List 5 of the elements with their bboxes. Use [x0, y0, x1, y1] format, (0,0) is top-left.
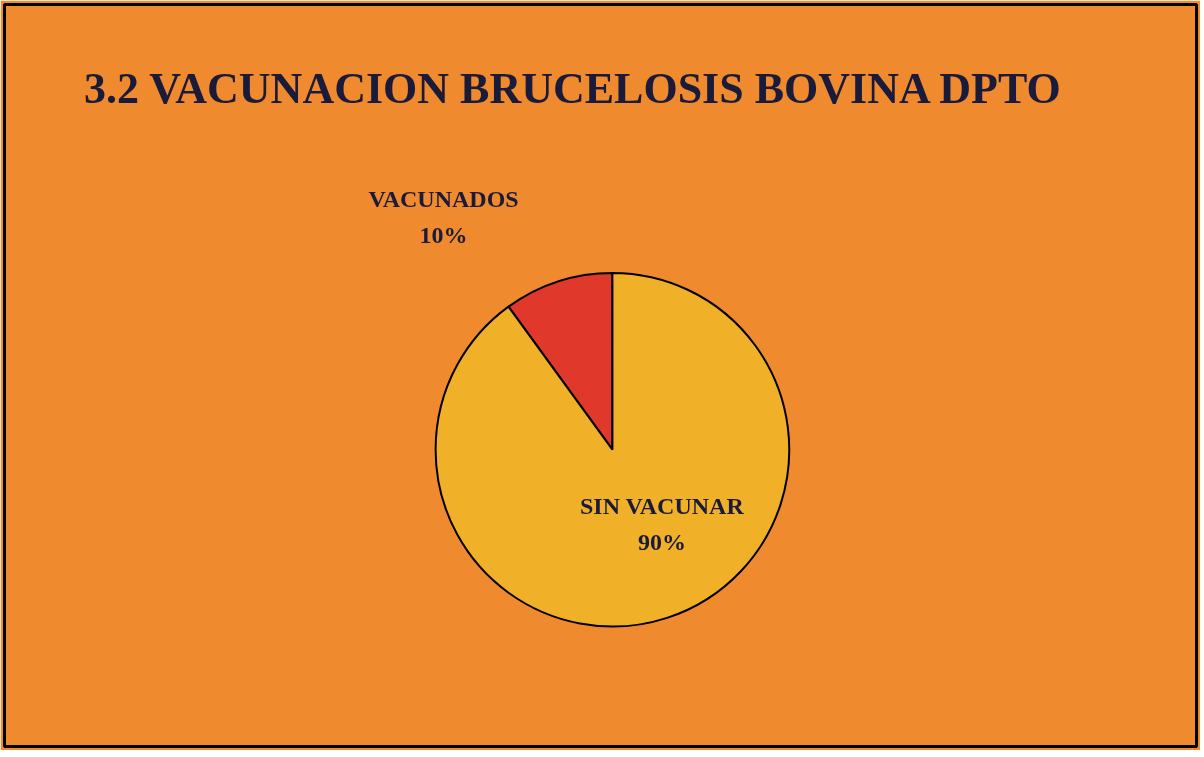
- slice-label: VACUNADOS: [368, 186, 519, 213]
- chart-title: 3.2 VACUNACION BRUCELOSIS BOVINA DPTO: [83, 64, 1061, 114]
- data-label: 90%: [638, 528, 687, 555]
- slice-label: SIN VACUNAR: [579, 492, 745, 519]
- data-label: 10%: [419, 221, 468, 248]
